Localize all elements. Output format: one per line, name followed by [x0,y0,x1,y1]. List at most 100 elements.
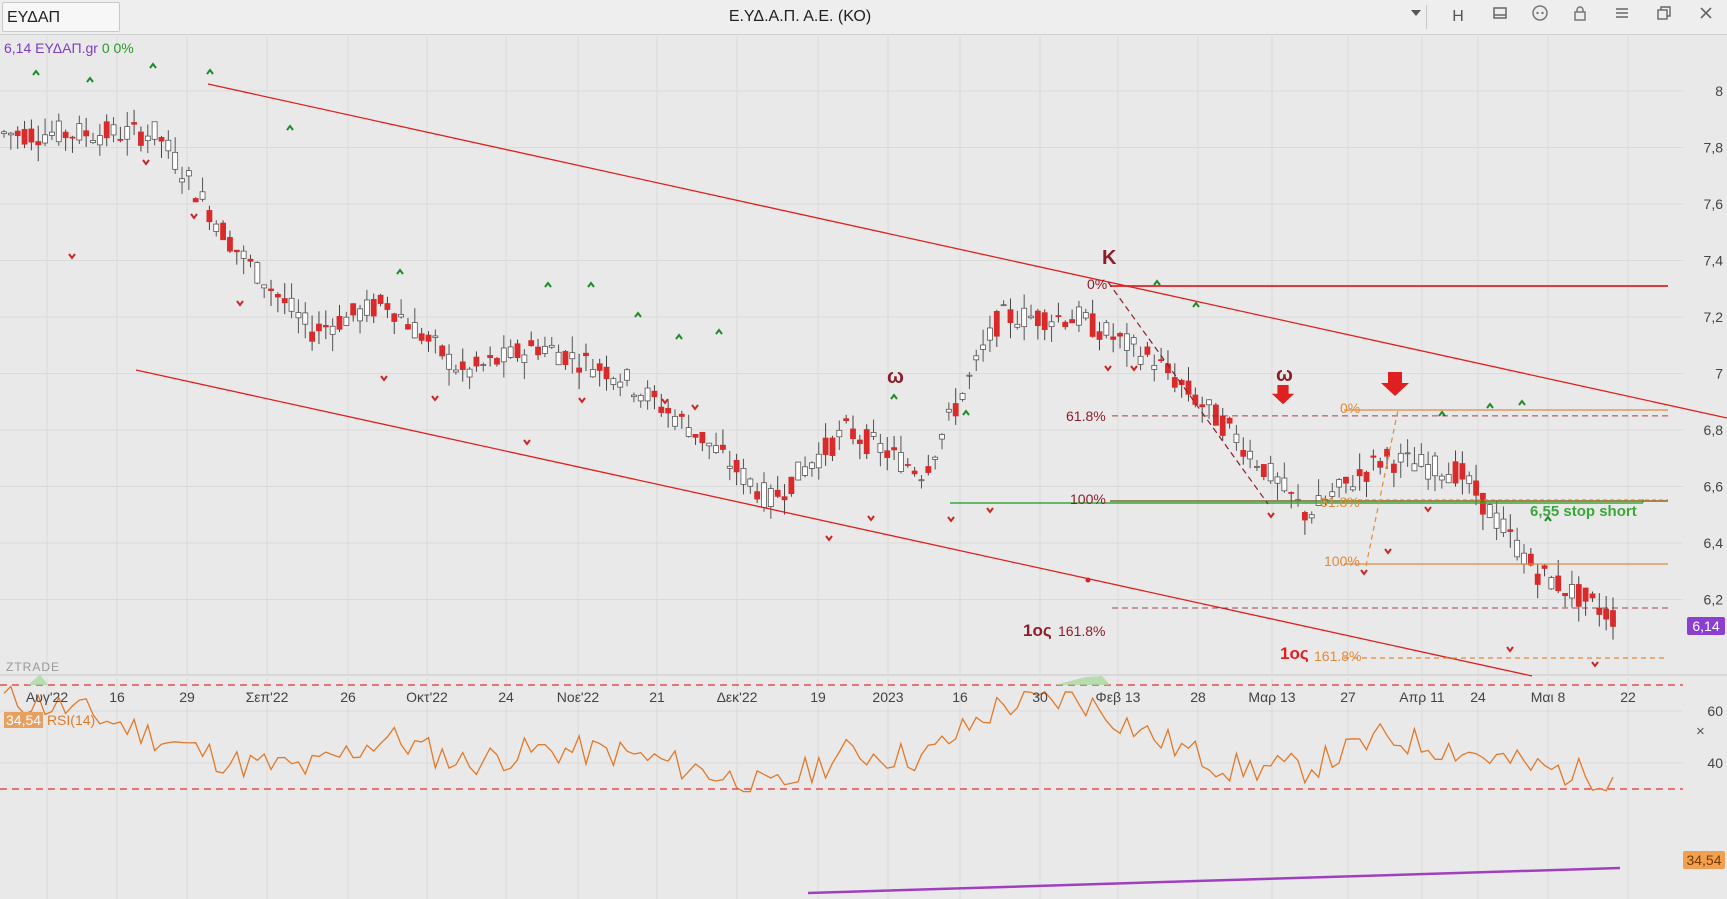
rsi-info-value: 34,54 [4,712,44,728]
candle-body [1555,575,1562,592]
stop-short-label: 6,55 stop short [1530,503,1637,520]
candle-body [891,447,897,451]
candle-body [1151,365,1158,370]
candle-body [1158,359,1165,362]
fractal-up-marker [544,281,552,288]
candle-body [1076,306,1082,326]
fractal-down-marker [431,395,439,402]
candle-body [192,198,199,203]
candle-body [1034,310,1041,327]
candle-body [227,237,233,252]
candle-body [179,178,185,183]
candle-body [1493,512,1500,529]
candle-body [439,345,446,357]
fractal-up-marker [634,311,642,318]
candle-body [405,324,411,330]
fib2-618-label: 61.8% [1320,494,1360,510]
x-tick-label: 27 [1340,689,1356,705]
candle-body [1185,380,1192,395]
candle-body [678,413,685,417]
candle-body [631,394,637,398]
candle-body [1110,336,1117,340]
candle-body [706,442,713,447]
rsi-close-icon[interactable]: × [1696,723,1705,740]
rsi-layer [0,674,1683,895]
candle-body [870,432,877,437]
candle-body [158,137,165,142]
x-tick-label: 29 [179,689,195,705]
candle-body [1212,404,1219,426]
candle-body [856,439,863,444]
price-layer [1,62,1616,668]
lock-icon[interactable] [1566,4,1594,30]
candle-body [1267,462,1274,482]
rsi-divergence-line [807,866,1621,895]
candle-body [658,406,665,413]
symbol-input[interactable]: ΕΥΔΑΠ [2,2,120,32]
first-target-pct-1: 161.8% [1058,623,1105,639]
y-tick-label: 7 [1715,366,1723,382]
candle-body [1171,377,1178,388]
candle-body [747,478,754,487]
x-tick-label: Μαρ 13 [1248,689,1295,705]
comment-icon[interactable] [1526,4,1554,30]
candle-body [973,355,980,361]
candle-body [117,138,124,141]
candle-body [1329,491,1336,497]
candle-body [507,346,514,358]
menu-icon[interactable] [1608,4,1636,30]
x-tick-label: 26 [340,689,356,705]
candle-body [1192,394,1199,405]
chevron-down-icon[interactable] [1402,4,1430,30]
candle-body [302,312,309,325]
candle-body [432,335,439,338]
close-icon[interactable] [1692,4,1720,30]
fractal-down-marker [523,439,531,446]
h-button[interactable]: H [1452,8,1464,25]
rsi-line [3,685,1614,793]
candle-body [1432,455,1438,477]
candle-body [466,368,473,378]
candle-body [1562,592,1568,597]
candle-body [904,464,911,466]
restore-icon[interactable] [1650,4,1678,30]
candle-body [583,352,589,357]
candle-body [589,369,596,378]
candle-body [220,222,226,241]
y-tick-label: 7,4 [1704,253,1724,269]
fib2-100-label: 100% [1324,553,1360,569]
candle-body [1452,461,1459,484]
y-tick-label: 7,8 [1704,140,1724,156]
fractal-up-marker [962,409,970,416]
fractal-down-marker [380,375,388,382]
fractal-down-marker [190,213,198,220]
candle-body [1473,480,1479,496]
candle-body [1404,452,1411,455]
candle-body [1438,475,1445,481]
candle-body [1541,565,1548,569]
candle-body [1206,399,1212,406]
fractal-down-marker [1104,365,1112,372]
annotation-layer: Kω ω 0% 61.8% 100% 0% 61.8% 100% 1ος 161.8% 1ος 161… [887,247,1637,664]
candle-body [802,466,808,476]
candle-body [925,466,932,473]
fractal-down-marker [578,397,586,404]
candle-body [370,299,377,317]
annotation-k: K [1102,247,1117,269]
candle-body [1411,463,1418,472]
info-price: 6,14 [4,40,32,56]
candle-body [952,403,959,417]
candle-body [1534,573,1541,585]
candle-body [247,258,254,262]
candle-body [637,395,644,402]
candle-body [7,132,14,136]
candle-body [281,298,288,304]
rsi-info-label: RSI(14) [46,712,96,728]
candle-body [754,491,761,500]
candle-body [521,354,528,363]
candle-body [96,135,103,146]
panel-icon[interactable] [1486,4,1514,30]
candle-body [1000,304,1007,307]
candle-body [624,369,630,381]
